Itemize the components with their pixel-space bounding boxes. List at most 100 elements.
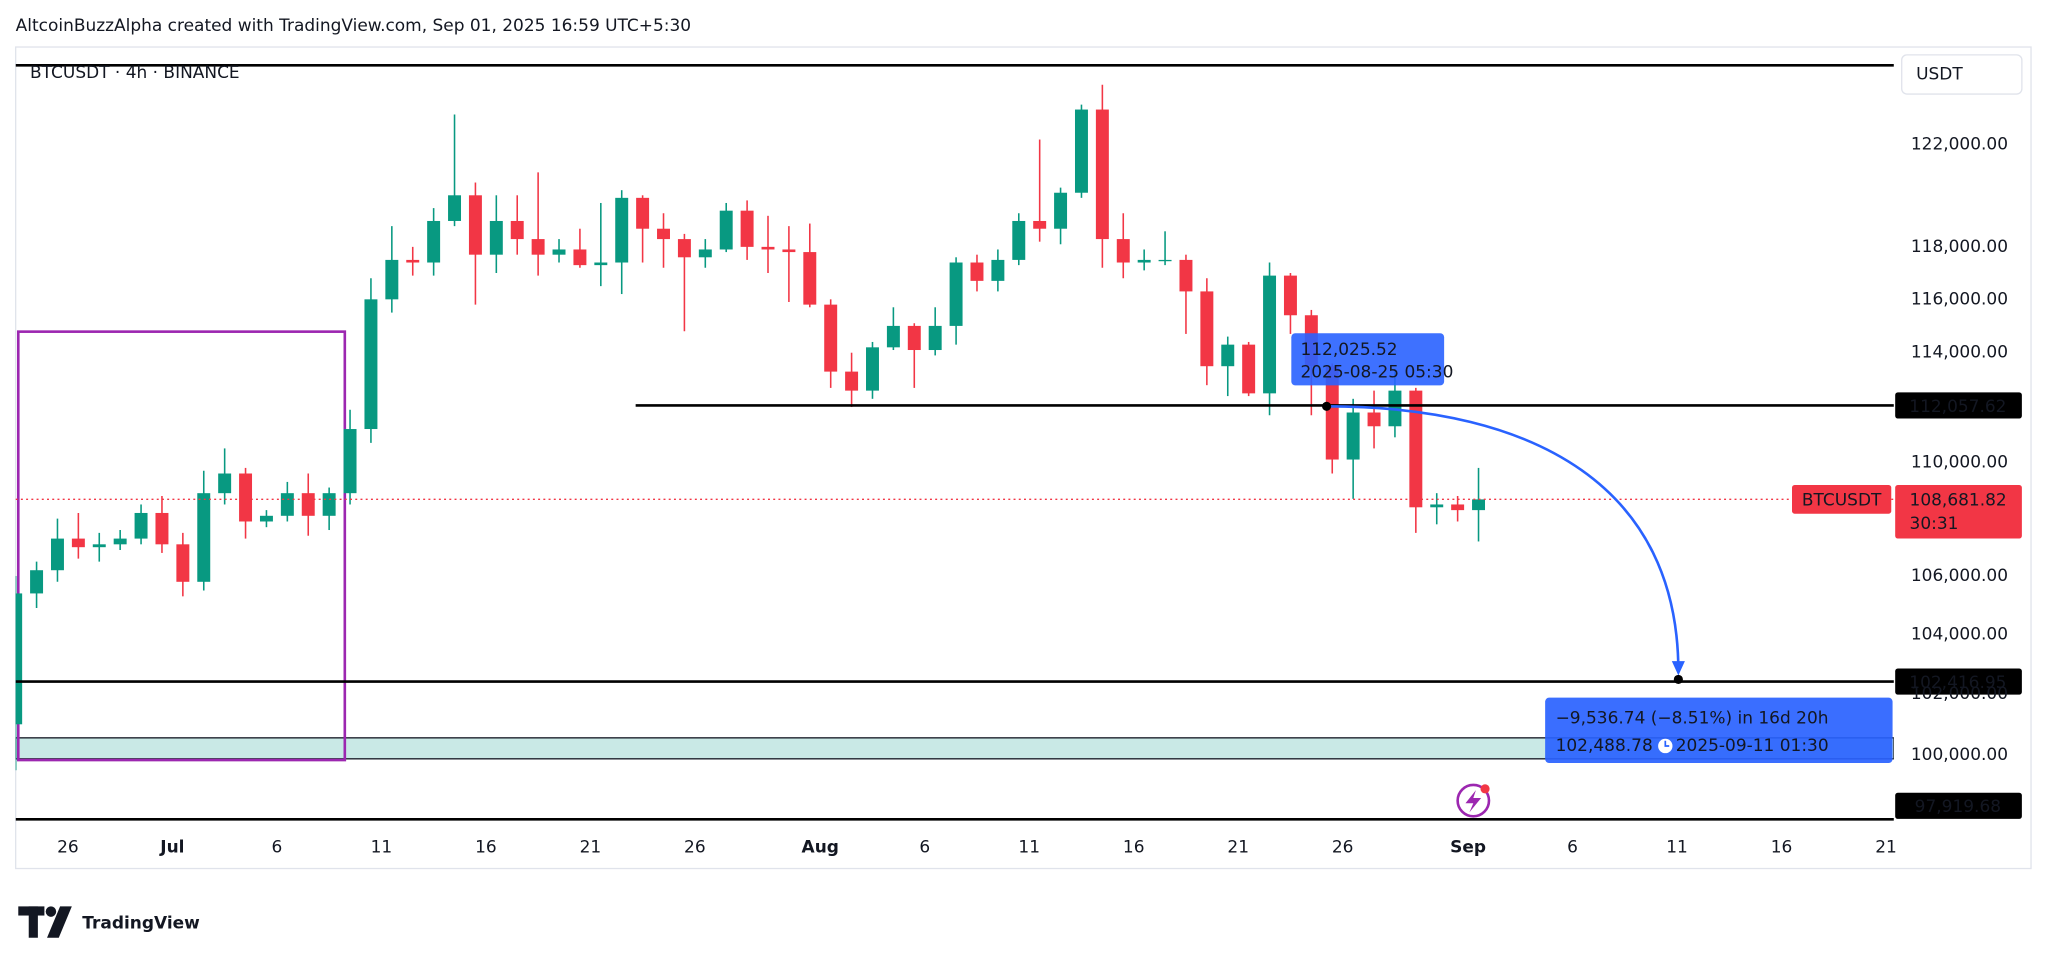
currency-label: USDT bbox=[1916, 64, 1963, 84]
y-tick-label: 118,000.00 bbox=[1911, 237, 2008, 257]
x-tick-label: Aug bbox=[802, 838, 839, 858]
candle-body bbox=[1033, 220, 1047, 229]
candle-body bbox=[824, 304, 838, 372]
current-price-label: 108,681.82 bbox=[1910, 491, 2007, 511]
candle-body bbox=[677, 239, 691, 258]
candle-body bbox=[50, 538, 64, 571]
x-tick-label: 21 bbox=[580, 838, 602, 858]
candle-body bbox=[1095, 109, 1109, 240]
x-tick-label: 26 bbox=[684, 838, 706, 858]
candle-body bbox=[740, 210, 754, 247]
price-badge-label: 112,057.62 bbox=[1909, 397, 2006, 417]
clock-hands bbox=[1664, 740, 1670, 747]
candle-body bbox=[510, 220, 524, 240]
candle-body bbox=[1346, 412, 1360, 460]
candle-body bbox=[259, 515, 273, 522]
projection-curve bbox=[1326, 405, 1680, 672]
candle-body bbox=[343, 429, 357, 494]
candle-body bbox=[30, 570, 44, 594]
change-label: −9,536.74 (−8.51%) in 16d 20h bbox=[1556, 709, 1829, 729]
logo bbox=[18, 906, 72, 938]
symbol-badge bbox=[1792, 484, 1892, 514]
price-badge bbox=[1895, 792, 2022, 819]
chart-frame bbox=[15, 46, 2032, 870]
candle-body bbox=[886, 325, 900, 348]
countdown-label: 30:31 bbox=[1910, 514, 1959, 534]
candle-body bbox=[427, 220, 441, 263]
candle-body bbox=[406, 259, 420, 263]
candle-body bbox=[615, 197, 629, 263]
x-tick-label: 21 bbox=[1875, 838, 1897, 858]
x-tick-label: 11 bbox=[1666, 838, 1688, 858]
start-box bbox=[1291, 333, 1445, 386]
start-time-label: 2025-08-25 05:30 bbox=[1300, 362, 1453, 382]
candle-body bbox=[1242, 344, 1256, 394]
x-tick-label: 26 bbox=[57, 838, 79, 858]
x-tick-label: Sep bbox=[1450, 838, 1486, 858]
price-badge bbox=[1895, 392, 2022, 419]
end-price-label: 102,488.78 bbox=[1556, 736, 1653, 756]
candle-body bbox=[719, 210, 733, 250]
candle-body bbox=[1137, 259, 1151, 263]
candle-body bbox=[239, 473, 253, 522]
candle-body bbox=[280, 493, 294, 516]
x-tick-label: 16 bbox=[1123, 838, 1145, 858]
end-box bbox=[1545, 697, 1893, 763]
alert-icon[interactable] bbox=[1456, 783, 1491, 818]
candle-body bbox=[991, 259, 1005, 281]
x-tick-label: 11 bbox=[371, 838, 393, 858]
symbol-label: BTCUSDT · 4h · BINANCE bbox=[30, 63, 240, 83]
candle-body bbox=[1283, 275, 1297, 316]
candle-body bbox=[1074, 109, 1088, 193]
candle-body bbox=[364, 299, 378, 430]
candle-body bbox=[845, 371, 859, 391]
x-tick-label: 6 bbox=[271, 838, 282, 858]
price-badge-label: 97,919.68 bbox=[1915, 797, 2001, 817]
x-tick-label: 21 bbox=[1227, 838, 1249, 858]
candle-body bbox=[134, 512, 148, 539]
logo-stem bbox=[28, 906, 38, 938]
candle-body bbox=[657, 228, 670, 240]
candle-body bbox=[1200, 291, 1214, 367]
icon-dot bbox=[1480, 784, 1490, 794]
x-tick-label: 6 bbox=[919, 838, 930, 858]
candle-body bbox=[782, 249, 796, 253]
candle-body bbox=[907, 325, 921, 351]
logo-slant bbox=[47, 906, 72, 938]
end-time-label: 2025-09-11 01:30 bbox=[1676, 736, 1829, 756]
price-badge bbox=[1895, 668, 2022, 695]
candle-body bbox=[176, 544, 190, 582]
projection-arrowhead bbox=[1671, 661, 1685, 676]
logo-dot bbox=[45, 906, 57, 917]
candle-body bbox=[866, 347, 879, 391]
header-text: AltcoinBuzzAlpha created with TradingVie… bbox=[16, 16, 691, 36]
candle-body bbox=[1012, 220, 1026, 260]
candle-body bbox=[15, 593, 23, 725]
y-tick-label: 106,000.00 bbox=[1911, 566, 2008, 586]
y-tick-label: 122,000.00 bbox=[1911, 135, 2008, 155]
candle-body bbox=[803, 252, 817, 305]
overlay: 112,057.62 102,416.95 97,919.68 BTCUSDT 108,… bbox=[1291, 333, 2022, 819]
candle-body bbox=[698, 249, 712, 258]
y-tick-label: 104,000.00 bbox=[1911, 624, 2008, 644]
candle-body bbox=[970, 262, 984, 281]
icon-circle bbox=[1456, 783, 1491, 818]
candle-body bbox=[92, 544, 106, 548]
price-badge-label: 102,416.95 bbox=[1909, 673, 2006, 693]
symbol-badge-label: BTCUSDT bbox=[1802, 491, 1882, 511]
candle-body bbox=[1263, 275, 1277, 394]
candle-body bbox=[949, 262, 963, 326]
candle-body bbox=[301, 493, 315, 516]
candle-body bbox=[1451, 504, 1465, 511]
plot-area bbox=[15, 64, 1894, 821]
currency-button[interactable] bbox=[1901, 54, 2023, 95]
current-price-badge bbox=[1895, 484, 2022, 539]
candle-body bbox=[218, 473, 232, 494]
candle-body bbox=[1158, 259, 1172, 262]
x-tick-label: Jul bbox=[159, 838, 184, 858]
start-price-label: 112,025.52 bbox=[1300, 340, 1397, 360]
x-tick-label: 11 bbox=[1018, 838, 1040, 858]
candle-body bbox=[489, 220, 503, 255]
y-tick-label: 114,000.00 bbox=[1911, 343, 2008, 363]
y-tick-label: 110,000.00 bbox=[1911, 452, 2008, 472]
